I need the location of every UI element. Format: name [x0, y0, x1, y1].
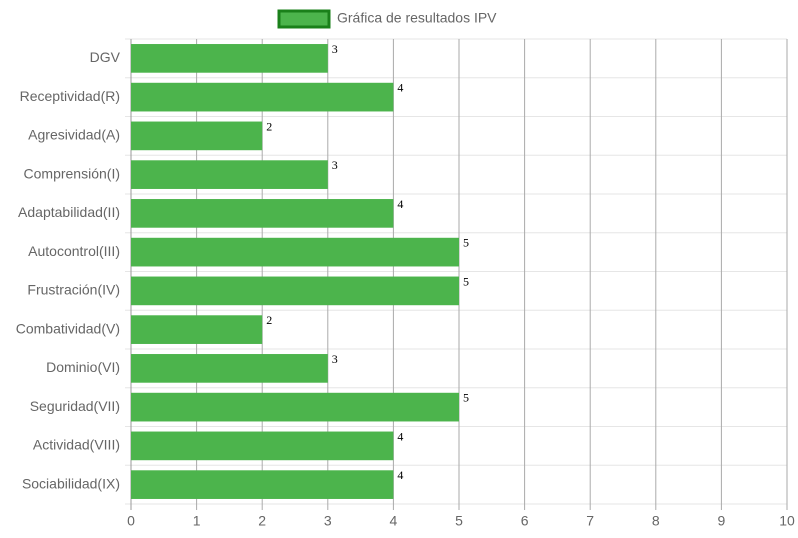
value-label: 5: [463, 274, 469, 288]
y-tick-label: Adaptabilidad(II): [18, 204, 120, 220]
bar: [131, 160, 328, 189]
value-label: 4: [397, 81, 403, 95]
y-tick-label: Actividad(VIII): [33, 437, 120, 453]
value-label: 5: [463, 236, 469, 250]
x-tick-label: 10: [779, 513, 795, 529]
bar: [131, 121, 263, 151]
y-tick-label: Comprensión(I): [24, 165, 120, 181]
bar: [131, 237, 459, 267]
x-tick-label: 5: [455, 513, 463, 529]
value-label: 5: [463, 391, 469, 405]
y-tick-label: Seguridad(VII): [30, 398, 120, 414]
x-tick-label: 3: [324, 513, 332, 529]
value-label: 2: [266, 119, 272, 133]
y-tick-label: Combatividad(V): [16, 320, 120, 336]
y-tick-label: Frustración(IV): [27, 282, 120, 298]
y-tick-label: Agresividad(A): [28, 127, 120, 143]
x-tick-label: 6: [521, 513, 529, 529]
bar: [131, 276, 459, 306]
legend-swatch: [277, 9, 331, 29]
value-label: 2: [266, 313, 272, 327]
bar: [131, 470, 394, 499]
x-tick-label: 8: [652, 513, 660, 529]
legend-label: Gráfica de resultados IPV: [337, 10, 497, 26]
x-tick-label: 0: [127, 513, 135, 529]
x-tick-label: 9: [718, 513, 726, 529]
bar: [131, 199, 394, 228]
y-tick-label: Sociabilidad(IX): [22, 475, 120, 491]
value-label: 3: [332, 42, 338, 56]
y-tick-label: Receptividad(R): [20, 88, 120, 104]
y-tick-label: Dominio(VI): [46, 359, 120, 375]
bar: [131, 354, 328, 383]
value-label: 4: [397, 197, 403, 211]
y-tick-label: DGV: [90, 49, 121, 65]
x-tick-label: 7: [586, 513, 594, 529]
y-tick-label: Autocontrol(III): [28, 243, 120, 259]
value-label: 4: [397, 429, 403, 443]
value-label: 3: [332, 158, 338, 172]
x-tick-label: 2: [258, 513, 266, 529]
bar: [131, 431, 394, 461]
bar: [131, 392, 459, 422]
value-label: 3: [332, 352, 338, 366]
bar: [131, 44, 328, 73]
x-tick-label: 4: [390, 513, 398, 529]
bar: [131, 315, 263, 344]
value-label: 4: [397, 468, 403, 482]
x-tick-label: 1: [193, 513, 201, 529]
bar: [131, 82, 394, 112]
